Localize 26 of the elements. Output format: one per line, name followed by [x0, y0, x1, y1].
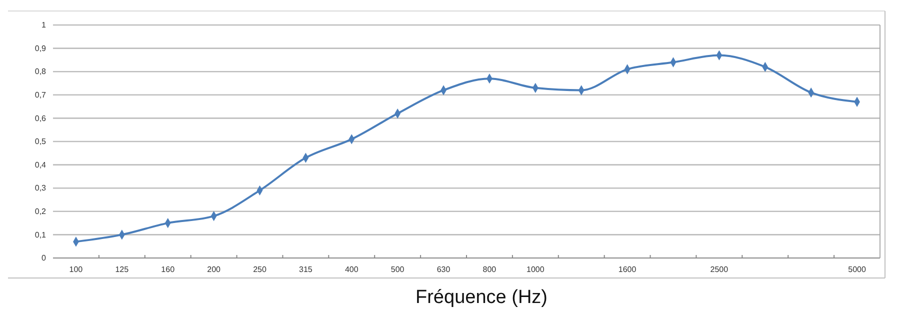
x-tick-label: 5000: [848, 265, 866, 274]
x-tick-label: 125: [115, 265, 130, 274]
y-tick-label: 0,5: [34, 137, 47, 146]
x-tick-label: 100: [69, 265, 84, 274]
y-tick-label: 1: [42, 20, 47, 30]
x-tick-label: 250: [253, 265, 267, 274]
x-axis-title: Fréquence (Hz): [416, 287, 548, 308]
x-tick-label: 200: [207, 265, 222, 274]
y-tick-label: 0,6: [34, 114, 47, 123]
y-tick-label: 0,9: [34, 44, 47, 53]
x-tick-label: 400: [344, 265, 359, 274]
x-tick-label: 630: [436, 265, 451, 274]
y-tick-label: 0,2: [34, 206, 47, 216]
x-tick-label: 1000: [526, 265, 545, 274]
x-tick-label: 800: [482, 265, 497, 274]
y-tick-label: 0,3: [34, 184, 47, 193]
x-tick-label: 2500: [710, 265, 729, 274]
x-tick-label: 315: [299, 265, 313, 274]
x-tick-label: 160: [161, 265, 176, 274]
x-tick-label: 1600: [618, 265, 637, 274]
y-tick-label: 0,7: [34, 90, 47, 100]
y-tick-label: 0,8: [34, 67, 47, 76]
x-tick-label: 500: [390, 265, 405, 274]
y-tick-label: 0,4: [34, 160, 47, 170]
y-tick-label: 0,1: [34, 230, 47, 240]
y-tick-label: 0: [42, 254, 47, 263]
